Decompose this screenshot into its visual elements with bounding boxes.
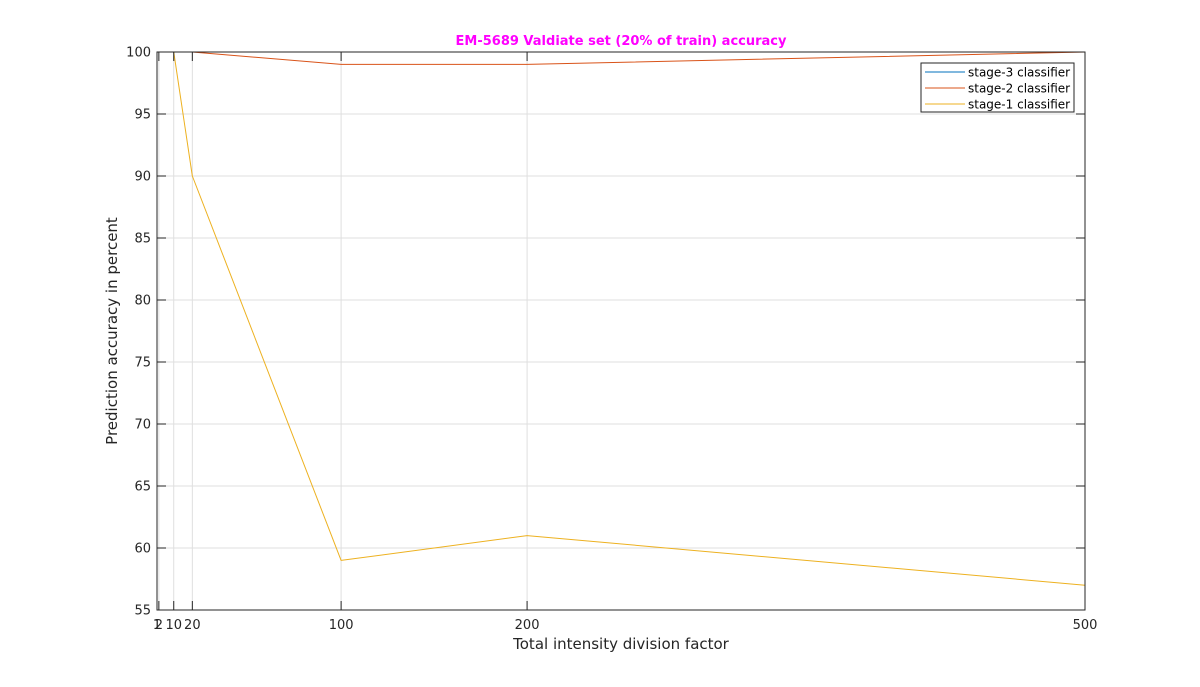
x-tick-label: 10 xyxy=(165,618,182,633)
legend-label: stage-1 classifier xyxy=(968,98,1070,112)
legend-entry-stage-2: stage-2 classifier xyxy=(925,82,1070,96)
chart-title: EM-5689 Valdiate set (20% of train) accu… xyxy=(456,34,787,49)
y-tick-label: 55 xyxy=(134,604,151,619)
ticks xyxy=(156,51,1086,611)
x-tick-label: 2 xyxy=(155,618,163,633)
y-tick-label: 65 xyxy=(134,480,151,495)
legend-entry-stage-1: stage-1 classifier xyxy=(925,98,1070,112)
x-tick-label: 1 xyxy=(153,618,161,633)
y-tick-label: 70 xyxy=(134,418,151,433)
plot-frame xyxy=(156,51,1086,611)
y-tick-label: 100 xyxy=(126,46,151,61)
legend-label: stage-3 classifier xyxy=(968,66,1070,80)
grid xyxy=(157,52,1085,610)
x-tick-label: 20 xyxy=(184,618,201,633)
x-axis-label: Total intensity division factor xyxy=(512,635,730,653)
y-tick-label: 85 xyxy=(134,232,151,247)
legend-entry-stage-3: stage-3 classifier xyxy=(925,66,1070,80)
x-tick-label: 100 xyxy=(329,618,354,633)
legend: stage-3 classifier stage-2 classifier st… xyxy=(920,62,1075,113)
x-tick-label: 500 xyxy=(1073,618,1098,633)
legend-label: stage-2 classifier xyxy=(968,82,1070,96)
plot-background xyxy=(157,52,1085,610)
y-tick-label: 75 xyxy=(134,356,151,371)
y-tick-labels: 55 60 65 70 75 80 85 90 95 100 xyxy=(126,46,151,619)
x-tick-labels: 12 10 20 100 200 500 xyxy=(153,618,1098,633)
x-tick-label: 200 xyxy=(515,618,540,633)
y-axis-label: Prediction accuracy in percent xyxy=(103,217,121,445)
y-tick-label: 90 xyxy=(134,170,151,185)
y-tick-label: 95 xyxy=(134,108,151,123)
y-tick-label: 60 xyxy=(134,542,151,557)
y-tick-label: 80 xyxy=(134,294,151,309)
